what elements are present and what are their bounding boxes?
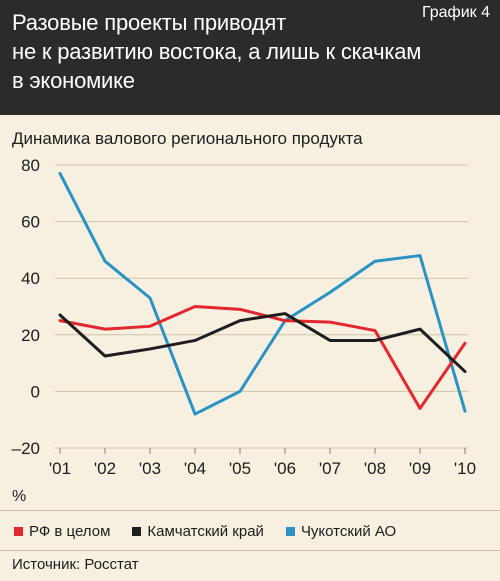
x-tick-label: '09	[409, 459, 431, 478]
legend-swatch	[14, 526, 23, 536]
legend-label: Камчатский край	[147, 522, 264, 540]
chart-header: Разовые проекты приводят не к развитию в…	[0, 0, 500, 115]
chart-title: Разовые проекты приводят не к развитию в…	[12, 10, 422, 93]
y-tick-label: 0	[31, 382, 40, 401]
y-tick-label: 60	[21, 213, 40, 232]
legend-swatch	[132, 526, 142, 536]
x-tick-label: '08	[364, 459, 386, 478]
legend-item: Чукотский АО	[285, 522, 397, 540]
y-tick-label: 20	[21, 326, 40, 345]
line-chart: 80 60 40 20 0 –20 '01 '02 '03 '04 '05 '06 '07 '08 '09 '…	[12, 156, 476, 478]
x-tick-label: '10	[454, 459, 476, 478]
y-tick-label: –20	[12, 439, 40, 458]
legend-item: РФ в целом	[14, 523, 110, 540]
y-tick-label: 40	[21, 269, 40, 288]
x-tick-label: '07	[319, 459, 341, 478]
x-tick-label: '06	[274, 459, 296, 478]
y-axis-unit: %	[12, 488, 27, 505]
legend-label: Чукотский АО	[300, 522, 397, 540]
legend-label: РФ в целом	[29, 522, 111, 540]
series-line-3	[58, 171, 467, 416]
x-tick-label: '02	[94, 459, 116, 478]
x-tick-label: '03	[139, 459, 161, 478]
x-tick-label: '05	[229, 459, 251, 478]
y-tick-label: 80	[21, 156, 40, 175]
chart-number-tag: График 4	[421, 4, 490, 21]
source-note: Источник: Росстат	[0, 550, 500, 581]
series-line-1	[58, 305, 467, 410]
legend-swatch	[285, 526, 295, 536]
x-tick-label: '01	[49, 459, 71, 478]
series-line-2	[58, 312, 467, 374]
legend-item: Камчатский край	[132, 523, 264, 540]
chart-legend: РФ в целом Камчатский край Чукотский АО	[0, 510, 500, 551]
source-text: Источник: Росстат	[12, 556, 139, 573]
x-tick-label: '04	[184, 459, 206, 478]
chart-subtitle: Динамика валового регионального продукта	[12, 129, 363, 148]
